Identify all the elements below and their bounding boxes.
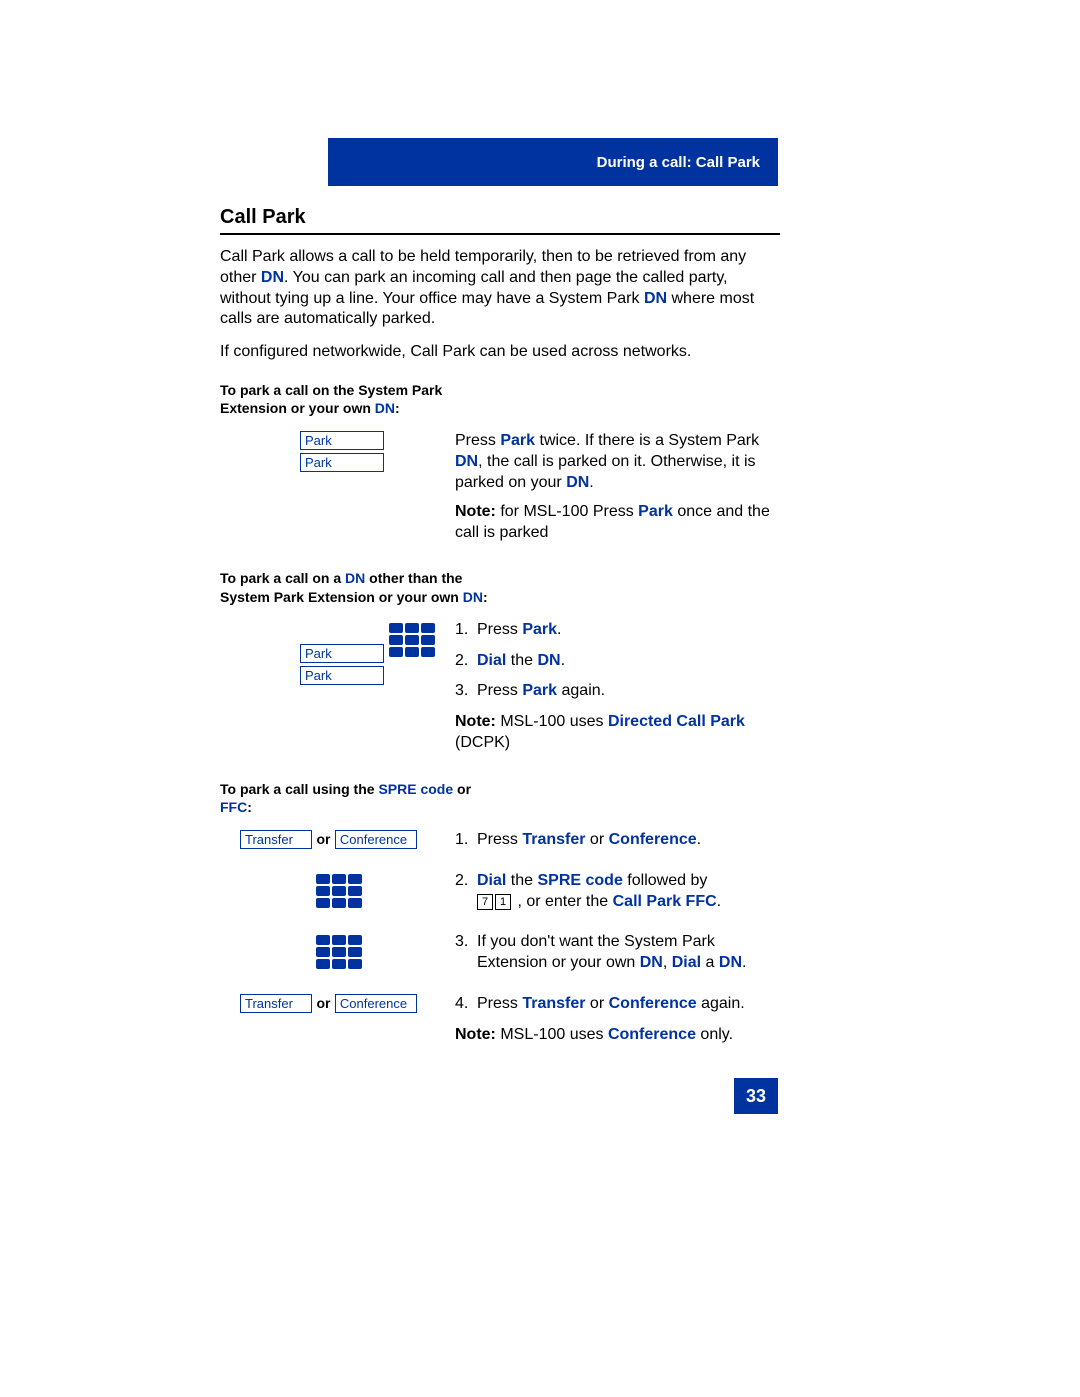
transfer-key: Transfer [240, 994, 312, 1013]
keypad-icon [388, 622, 436, 658]
section1-row: Park Park Press Park twice. If there is … [220, 431, 780, 551]
park-key: Park [300, 453, 384, 472]
title-rule [220, 233, 780, 235]
page-number: 33 [734, 1078, 778, 1114]
section2-keys: Park Park [220, 620, 455, 688]
section3-keys-2 [220, 871, 455, 915]
page-content: Call Park Call Park allows a call to be … [220, 206, 780, 1064]
section3-step2: 2.Dial the SPRE code followed by 71 , or… [455, 871, 780, 923]
section3-heading: To park a call using the SPRE code or FF… [220, 780, 500, 816]
keypad-icon [315, 934, 363, 970]
section1-text: Press Park twice. If there is a System P… [455, 431, 780, 551]
section2-steps: 1.Press Park. 2.Dial the DN. 3.Press Par… [455, 620, 780, 762]
section2-row: Park Park 1.Press Park. 2.Dial the DN. 3… [220, 620, 780, 762]
section3-step4: 4.Press Transfer or Conference again. No… [455, 994, 780, 1054]
section3-row4: Transfer or Conference 4.Press Transfer … [220, 994, 780, 1054]
conference-key: Conference [335, 830, 417, 849]
digit-key-7: 7 [477, 894, 493, 910]
section3-keys-4: Transfer or Conference [220, 994, 455, 1013]
section1-keys: Park Park [220, 431, 455, 475]
section3-keys-1: Transfer or Conference [220, 830, 455, 849]
section3-step1: 1.Press Transfer or Conference. [455, 830, 780, 861]
section3-row1: Transfer or Conference 1.Press Transfer … [220, 830, 780, 861]
section2-heading: To park a call on a DN other than the Sy… [220, 569, 500, 605]
park-key: Park [300, 431, 384, 450]
section3-row2: 2.Dial the SPRE code followed by 71 , or… [220, 871, 780, 923]
header-text: During a call: Call Park [597, 154, 760, 171]
transfer-key: Transfer [240, 830, 312, 849]
intro-para-2: If configured networkwide, Call Park can… [220, 342, 780, 363]
conference-key: Conference [335, 994, 417, 1013]
section3-row3: 3.If you don't want the System Park Exte… [220, 932, 780, 984]
park-key: Park [300, 644, 384, 663]
section3-keys-3 [220, 932, 455, 976]
park-key: Park [300, 666, 384, 685]
header-bar: During a call: Call Park [328, 138, 778, 186]
section3-step3: 3.If you don't want the System Park Exte… [455, 932, 780, 984]
digit-key-1: 1 [495, 894, 511, 910]
page-title: Call Park [220, 206, 780, 229]
intro-para-1: Call Park allows a call to be held tempo… [220, 247, 780, 330]
section1-heading: To park a call on the System Park Extens… [220, 381, 500, 417]
keypad-icon [315, 873, 363, 909]
